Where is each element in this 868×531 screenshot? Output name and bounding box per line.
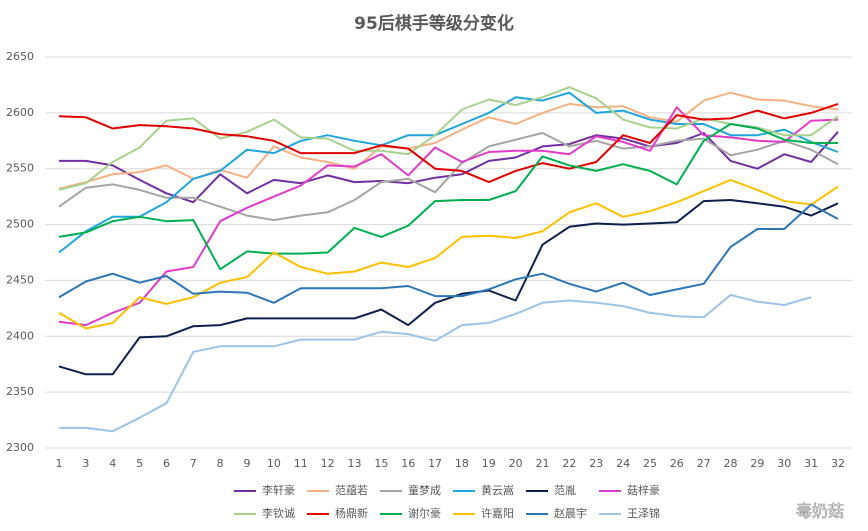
series-line bbox=[58, 106, 839, 327]
legend-label: 谢尔豪 bbox=[408, 506, 441, 520]
legend-label: 菇梓豪 bbox=[627, 483, 660, 497]
x-tick-label: 13 bbox=[347, 457, 361, 470]
series-line bbox=[58, 203, 839, 304]
legend-label: 范胤 bbox=[554, 483, 576, 497]
x-tick-label: 22 bbox=[562, 457, 576, 470]
y-tick-label: 2300 bbox=[6, 441, 34, 454]
x-tick-label: 16 bbox=[401, 457, 415, 470]
legend-label: 赵晨宇 bbox=[554, 506, 587, 520]
x-tick-label: 28 bbox=[724, 457, 738, 470]
x-tick-label: 21 bbox=[536, 457, 550, 470]
x-tick-label: 30 bbox=[777, 457, 791, 470]
series-line bbox=[58, 123, 838, 271]
series-line bbox=[58, 102, 839, 184]
x-tick-label: 31 bbox=[804, 457, 818, 470]
x-tick-label: 7 bbox=[190, 457, 197, 470]
x-tick-label: 23 bbox=[589, 457, 603, 470]
y-tick-label: 2650 bbox=[6, 50, 34, 63]
y-tick-label: 2450 bbox=[6, 273, 34, 286]
y-tick-label: 2350 bbox=[6, 385, 34, 398]
series-line bbox=[58, 199, 839, 376]
series-line bbox=[58, 132, 839, 222]
y-tick-label: 2550 bbox=[6, 162, 34, 175]
x-tick-label: 1 bbox=[56, 457, 63, 470]
legend-label: 杨鼎新 bbox=[335, 506, 368, 520]
series-line bbox=[59, 294, 812, 433]
x-tick-label: 10 bbox=[267, 457, 281, 470]
x-tick-label: 26 bbox=[670, 457, 684, 470]
y-tick-label: 2600 bbox=[6, 106, 34, 119]
x-tick-label: 12 bbox=[321, 457, 335, 470]
y-tick-label: 2400 bbox=[6, 329, 34, 342]
x-tick-label: 6 bbox=[163, 457, 170, 470]
legend-label: 许嘉阳 bbox=[481, 506, 514, 520]
series-line bbox=[58, 91, 839, 190]
chart-title: 95后棋手等级分变化 bbox=[354, 13, 514, 34]
legend-label: 李轩豪 bbox=[262, 483, 295, 497]
legend-label: 范蕴若 bbox=[335, 483, 368, 497]
legend-label: 王泽锦 bbox=[627, 506, 660, 520]
series-line bbox=[58, 91, 839, 254]
x-tick-label: 24 bbox=[616, 457, 630, 470]
legend-label: 李钦诚 bbox=[262, 506, 295, 520]
x-tick-label: 9 bbox=[244, 457, 251, 470]
x-tick-label: 19 bbox=[482, 457, 496, 470]
x-tick-label: 8 bbox=[217, 457, 224, 470]
legend-label: 童梦成 bbox=[408, 483, 441, 497]
y-tick-label: 2500 bbox=[6, 218, 34, 231]
x-tick-label: 4 bbox=[109, 457, 116, 470]
x-tick-label: 25 bbox=[643, 457, 657, 470]
x-tick-label: 27 bbox=[697, 457, 711, 470]
x-tick-label: 3 bbox=[82, 457, 89, 470]
x-tick-label: 17 bbox=[428, 457, 442, 470]
x-tick-label: 11 bbox=[294, 457, 308, 470]
legend-label: 黄云嵩 bbox=[481, 483, 514, 497]
series-line bbox=[58, 178, 839, 330]
x-tick-label: 32 bbox=[831, 457, 845, 470]
watermark: 毒奶菇 bbox=[796, 502, 844, 521]
x-tick-label: 15 bbox=[374, 457, 388, 470]
x-tick-label: 20 bbox=[509, 457, 523, 470]
x-tick-label: 18 bbox=[455, 457, 469, 470]
x-tick-label: 5 bbox=[136, 457, 143, 470]
x-tick-label: 29 bbox=[750, 457, 764, 470]
